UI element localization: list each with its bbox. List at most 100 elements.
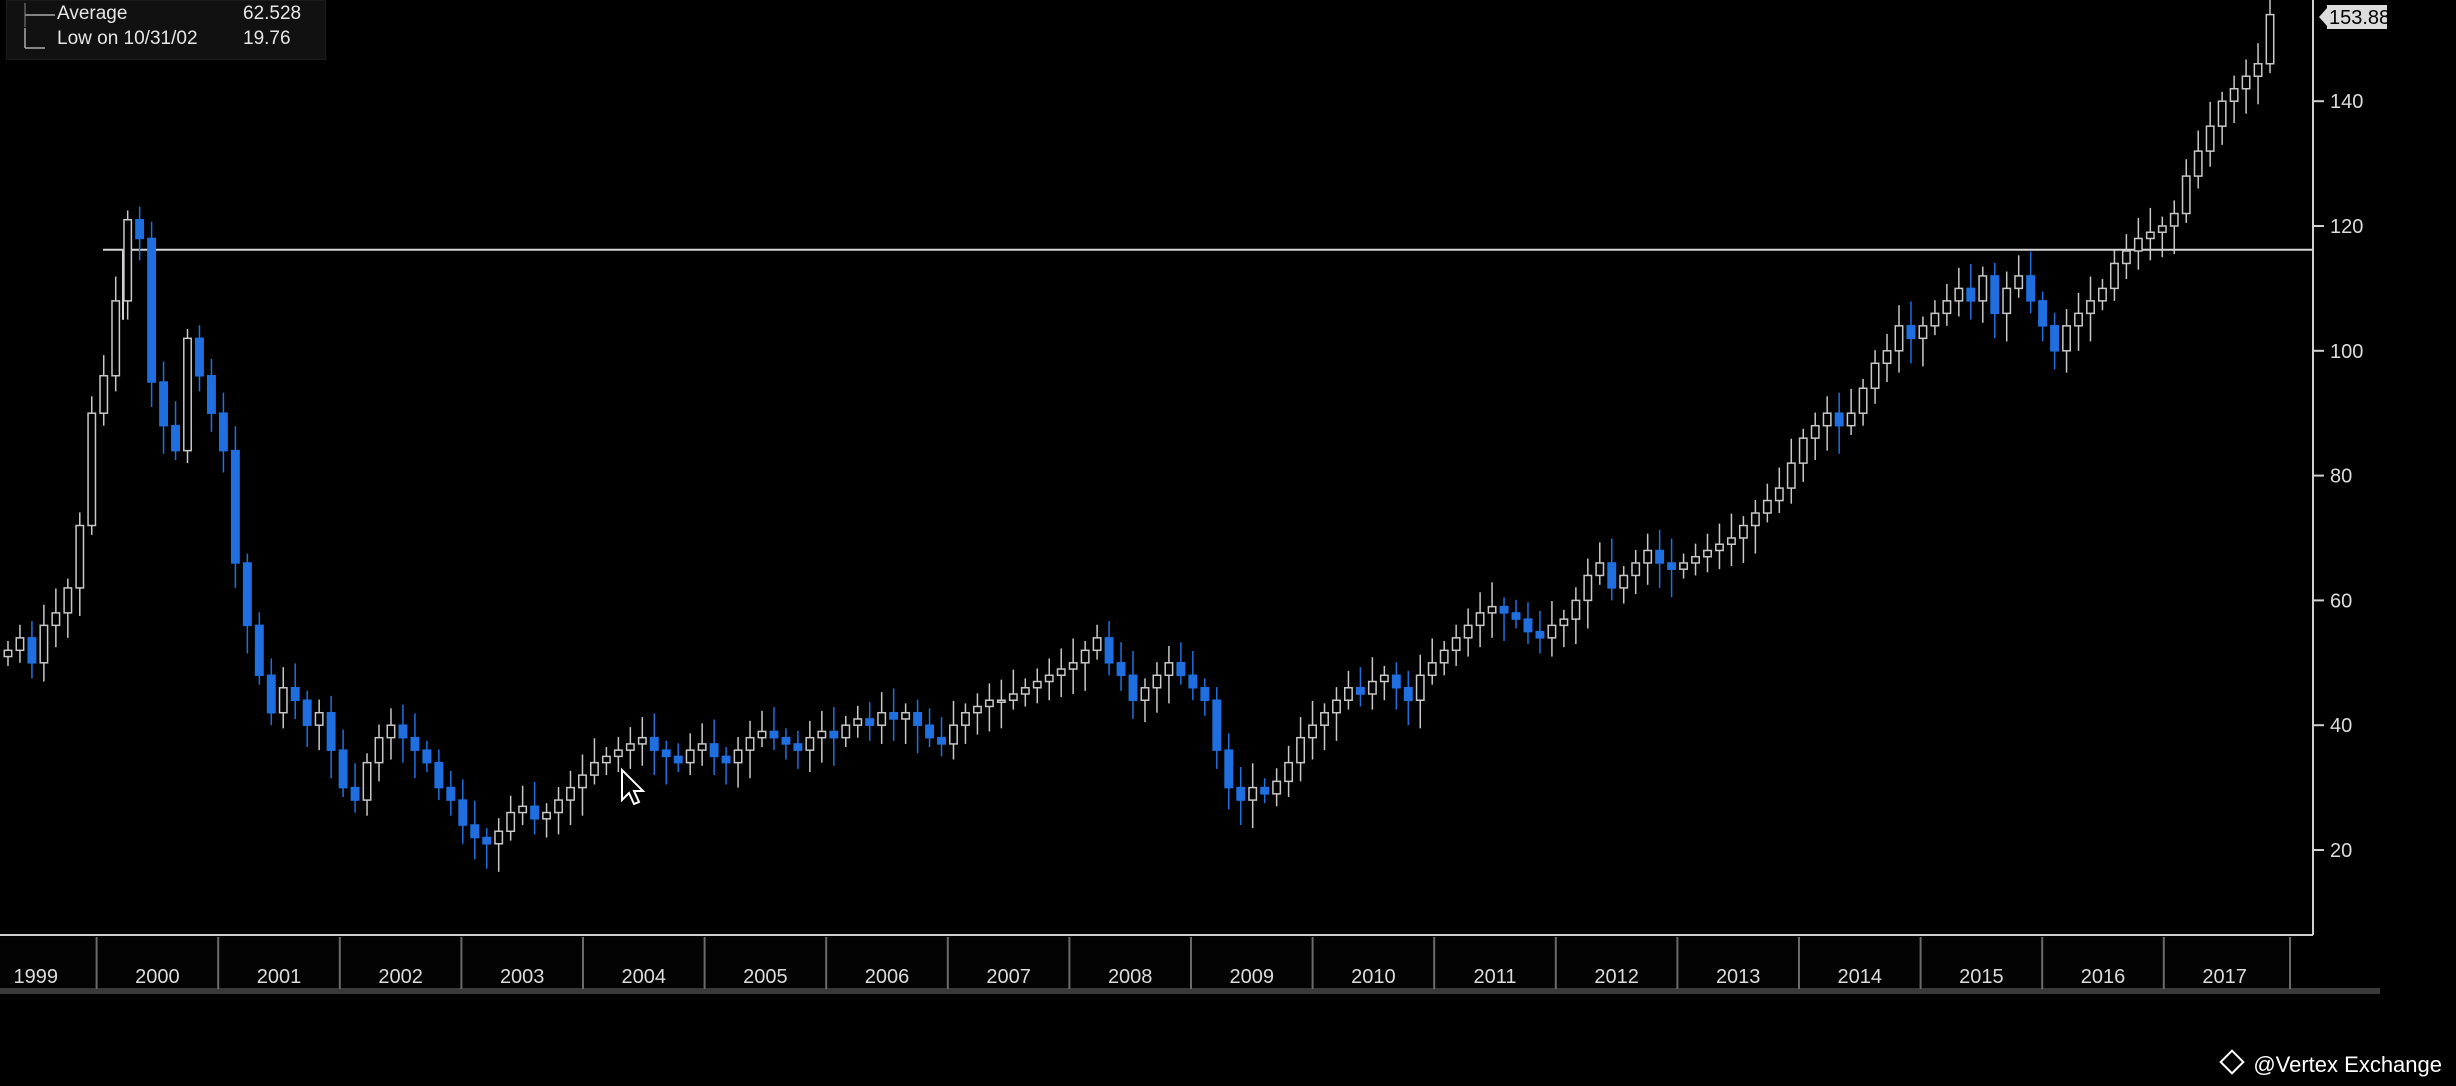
candle-body: [482, 836, 492, 845]
candle-body: [1332, 699, 1341, 714]
candle-body: [1487, 605, 1497, 614]
candle-body: [290, 687, 300, 701]
candle-body: [111, 300, 121, 377]
candle-body: [1942, 300, 1952, 315]
candle-body: [709, 743, 719, 758]
x-tick-label: 2015: [1959, 966, 2004, 988]
watermark-text: @Vertex Exchange: [2253, 1052, 2442, 1077]
candle-body: [1834, 412, 1844, 427]
candle-body: [1762, 499, 1772, 514]
candle-body: [1260, 786, 1270, 795]
candle-body: [925, 724, 935, 739]
candle-body: [1020, 687, 1030, 695]
candle-body: [901, 711, 911, 720]
candle-body: [1715, 543, 1724, 552]
candle-body: [2121, 250, 2131, 265]
candle-body: [374, 736, 384, 764]
candle-body: [1451, 637, 1461, 652]
low-marker-icon: [24, 28, 45, 49]
candle-body: [1703, 549, 1712, 558]
candle-body: [853, 718, 863, 726]
x-axis-band: [0, 937, 2290, 989]
y-tick-label: 140: [2330, 91, 2363, 113]
candle-body: [1547, 624, 1557, 639]
candle-body: [1176, 662, 1186, 677]
candle-body: [338, 749, 348, 789]
candle-body: [242, 562, 252, 627]
y-tick-label: 20: [2330, 840, 2352, 862]
candle-body: [2157, 225, 2167, 233]
candle-body: [889, 711, 899, 720]
candle-body: [278, 687, 288, 714]
candle-body: [2062, 325, 2072, 352]
diamond-logo-icon: [2219, 1049, 2246, 1075]
candle-body: [1990, 275, 2000, 315]
x-tick-label: 2014: [1838, 966, 1883, 988]
candle-body: [937, 736, 946, 745]
candle-body: [984, 699, 994, 708]
x-axis-ticks: 1999 2000 2001 2002 2003 2004 2005 2006 2007 2008…: [14, 937, 2291, 989]
candle-body: [518, 805, 528, 814]
candle-body: [2181, 175, 2191, 215]
candle-body: [972, 705, 982, 714]
candle-body: [1296, 736, 1306, 764]
candle-body: [2193, 150, 2203, 177]
candle-body: [2241, 75, 2251, 90]
candle-body: [1583, 574, 1593, 602]
candle-body: [1738, 524, 1748, 539]
last-price-box: [2327, 5, 2387, 29]
candle-body: [554, 799, 563, 814]
candle-body: [829, 730, 839, 739]
candle-body: [1978, 275, 1988, 302]
mouse-cursor-icon: [621, 767, 646, 806]
candle-body: [2038, 300, 2048, 327]
candle-body: [1056, 668, 1066, 677]
candle-body: [171, 424, 181, 452]
candle-body: [51, 612, 61, 627]
candle-body: [1870, 362, 1880, 389]
candle-body: [2253, 63, 2263, 77]
candle-body: [3, 649, 13, 658]
candle-body: [1906, 325, 1916, 340]
y-tick-label: 40: [2330, 715, 2352, 737]
candle-body: [1272, 780, 1282, 795]
candle-body: [566, 786, 575, 801]
candle-body: [1248, 786, 1258, 801]
x-tick-label: 2008: [1108, 966, 1153, 988]
candle-body: [996, 699, 1006, 703]
candle-body: [266, 674, 276, 714]
candle-body: [1631, 562, 1641, 577]
candle-body: [159, 381, 169, 427]
candle-body: [2229, 87, 2239, 102]
last-price-label: 153.88: [2329, 7, 2390, 29]
x-tick-label: 2006: [865, 966, 910, 988]
candle-body: [673, 755, 683, 764]
candle-body: [99, 375, 109, 414]
candle-body: [87, 412, 97, 527]
candle-body: [398, 724, 408, 739]
candle-body: [2026, 275, 2036, 302]
legend-low-label: Low on 10/31/02: [57, 28, 198, 49]
candle-body: [1475, 612, 1485, 627]
last-price-arrow: [2319, 8, 2327, 26]
candle-body: [949, 724, 958, 745]
x-tick-label: 2016: [2081, 966, 2126, 988]
candle-body: [1403, 687, 1413, 701]
candle-body: [254, 624, 264, 677]
x-tick-label: 2002: [378, 966, 423, 988]
y-tick-label: 60: [2330, 590, 2352, 612]
candle-body: [1008, 693, 1018, 701]
y-axis-ticks: 20 40 60 80 100 120 140: [2313, 91, 2363, 862]
candle-body: [1236, 786, 1246, 801]
y-tick-label: 100: [2330, 341, 2363, 363]
candle-body: [589, 761, 599, 776]
candle-body: [15, 637, 25, 652]
candle-body: [1798, 437, 1808, 464]
last-price-tag: 153.88: [2319, 5, 2390, 29]
x-tick-label: 2001: [257, 966, 302, 988]
candle-body: [1320, 711, 1329, 726]
candle-body: [913, 711, 923, 726]
candle-body: [1068, 662, 1078, 670]
candle-body: [1846, 412, 1856, 427]
x-tick-label: 2000: [135, 966, 180, 988]
